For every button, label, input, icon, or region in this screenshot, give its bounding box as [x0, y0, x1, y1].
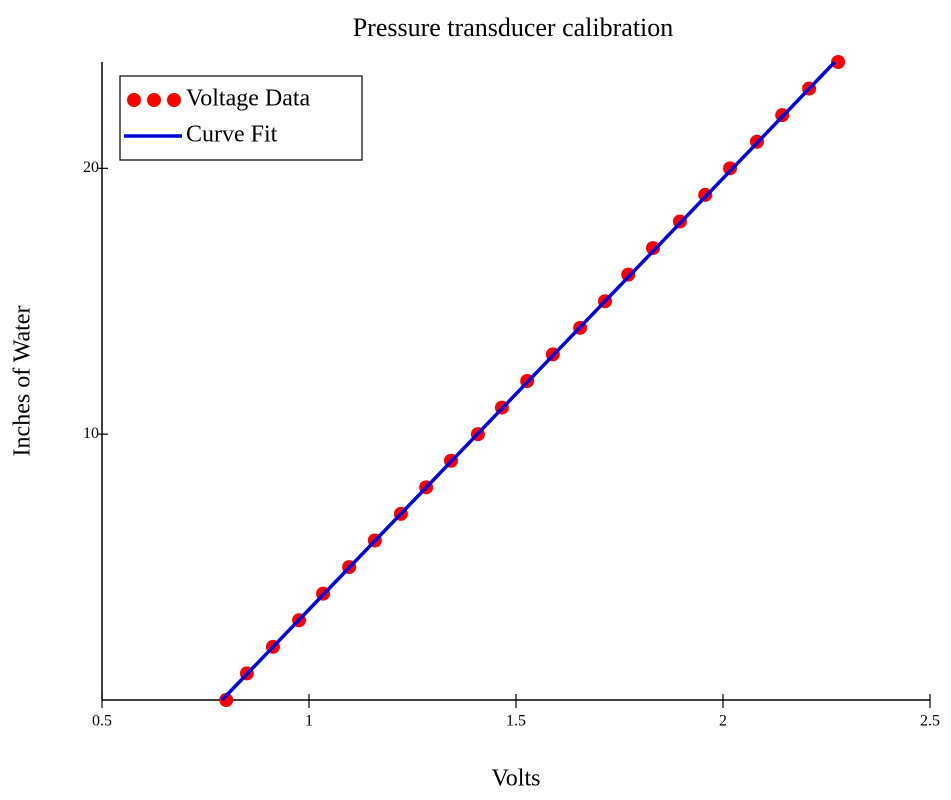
chart-title: Pressure transducer calibration — [353, 13, 674, 42]
x-axis-label: Volts — [492, 766, 541, 792]
data-point — [723, 161, 738, 176]
y-tick-label: 10 — [83, 425, 99, 442]
legend-marker — [167, 93, 181, 107]
curve-fit-line — [220, 60, 837, 702]
legend-label: Voltage Data — [186, 86, 311, 112]
legend-box — [119, 75, 363, 161]
y-axis-label: Inches of Water — [10, 306, 36, 457]
x-tick-label: 2 — [719, 713, 727, 730]
x-tick-label: 0.5 — [92, 713, 112, 730]
x-tick-label: 2.5 — [920, 713, 940, 730]
legend-label: Curve Fit — [186, 122, 278, 148]
data-point — [831, 55, 846, 69]
data-point — [219, 693, 234, 707]
data-point — [646, 241, 661, 256]
x-tick-label: 1 — [305, 713, 313, 730]
legend-marker — [147, 93, 161, 107]
x-tick-label: 1.5 — [506, 713, 526, 730]
y-tick-label: 20 — [83, 159, 99, 176]
legend-marker — [127, 93, 141, 107]
